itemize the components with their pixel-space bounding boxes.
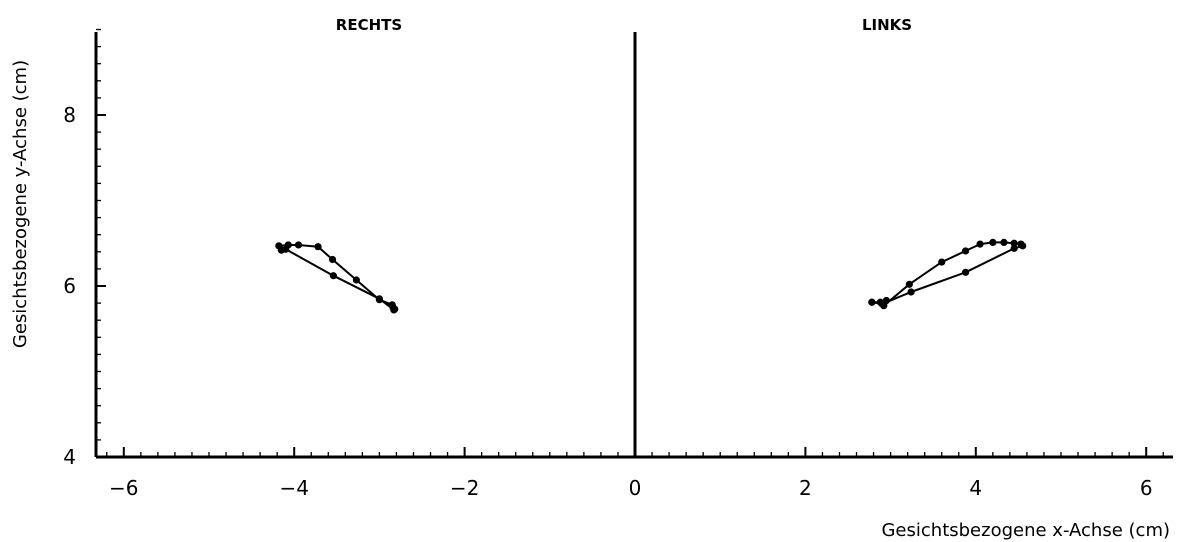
major-ticks: [96, 114, 1148, 458]
data-point-rechts: [314, 243, 322, 251]
series-line-rechts: [277, 244, 396, 311]
x-tick-label: 4: [969, 476, 982, 500]
data-point-links: [1010, 239, 1018, 247]
y-tick-label: 8: [63, 103, 76, 127]
data-point-rechts: [294, 241, 303, 249]
x-tick-label: 6: [1140, 476, 1153, 500]
data-point-links: [1019, 242, 1027, 250]
x-axis-label: Gesichtsbezogene x-Achse (cm): [881, 520, 1170, 541]
data-point-rechts: [390, 306, 398, 314]
data-point-rechts: [352, 276, 360, 284]
data-point-links: [1000, 238, 1008, 246]
series-line-links: [871, 241, 1024, 307]
x-tick-label: 0: [629, 476, 642, 500]
x-tick-label: 2: [799, 476, 812, 500]
data-point-links: [868, 298, 876, 306]
panel-title-rechts: RECHTS: [336, 16, 402, 34]
data-point-links: [905, 280, 913, 288]
data-point-links: [878, 300, 886, 308]
data-point-links: [961, 247, 970, 255]
data-point-rechts: [329, 272, 337, 280]
data-point-links: [989, 238, 997, 246]
data-point-rechts: [277, 246, 286, 254]
y-axis-label: Gesichtsbezogene y-Achse (cm): [10, 60, 31, 348]
plot-series: [275, 238, 1027, 314]
y-tick-label: 6: [63, 274, 76, 298]
data-point-links: [961, 268, 970, 276]
data-point-links: [976, 240, 984, 248]
axes-group: [94, 28, 1173, 459]
tick-labels: −6 −4 −2 0 2 4 6 4 6 8: [63, 103, 1152, 500]
x-tick-label: −6: [109, 476, 138, 500]
y-tick-label: 4: [63, 445, 76, 469]
data-point-rechts: [375, 295, 383, 303]
x-tick-label: −4: [279, 476, 308, 500]
x-tick-label: −2: [450, 476, 479, 500]
data-point-links: [938, 258, 946, 266]
data-point-links: [907, 288, 915, 296]
data-point-rechts: [328, 255, 337, 264]
minor-ticks: [96, 28, 1164, 458]
data-point-links: [1010, 244, 1018, 252]
panel-title-links: LINKS: [862, 16, 912, 34]
